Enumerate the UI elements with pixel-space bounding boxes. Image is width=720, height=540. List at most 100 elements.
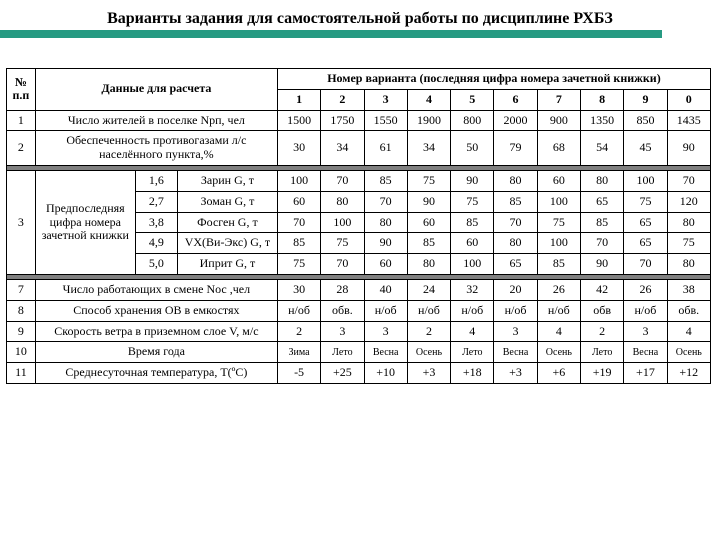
- variant-7: 7: [537, 89, 580, 110]
- cell: 100: [537, 233, 580, 254]
- cell: 34: [407, 131, 450, 166]
- agent: Фосген G, т: [177, 212, 277, 233]
- cell: 85: [407, 233, 450, 254]
- cell: н/об: [624, 300, 667, 321]
- row-num: 8: [7, 300, 36, 321]
- variant-5: 5: [451, 89, 494, 110]
- cell: 2000: [494, 110, 537, 131]
- cell: 68: [537, 131, 580, 166]
- variant-3: 3: [364, 89, 407, 110]
- cell: 61: [364, 131, 407, 166]
- cell: 45: [624, 131, 667, 166]
- agent: VX(Ви-Экс) G, т: [177, 233, 277, 254]
- agent: Иприт G, т: [177, 254, 277, 275]
- cell: 3: [494, 321, 537, 342]
- cell: 3: [321, 321, 364, 342]
- cell: Зима: [277, 342, 320, 363]
- cell: 30: [277, 131, 320, 166]
- cell: 3: [364, 321, 407, 342]
- cell: 79: [494, 131, 537, 166]
- cell: Весна: [494, 342, 537, 363]
- cell: 80: [494, 170, 537, 191]
- cell: 3: [624, 321, 667, 342]
- cell: 26: [624, 279, 667, 300]
- cell: 30: [277, 279, 320, 300]
- cell: +18: [451, 363, 494, 384]
- cell: 32: [451, 279, 494, 300]
- cell: 80: [494, 233, 537, 254]
- cell: 42: [581, 279, 624, 300]
- header-row-1: № п.п Данные для расчета Номер варианта …: [7, 69, 711, 90]
- cell: 2: [407, 321, 450, 342]
- cell: н/об: [407, 300, 450, 321]
- cell: 24: [407, 279, 450, 300]
- cell: 4: [537, 321, 580, 342]
- cell: 80: [667, 254, 710, 275]
- cell: 20: [494, 279, 537, 300]
- cell: Лето: [451, 342, 494, 363]
- cell: 65: [581, 191, 624, 212]
- cell: 100: [321, 212, 364, 233]
- page-title: Варианты задания для самостоятельной раб…: [0, 0, 720, 30]
- cell: 85: [364, 170, 407, 191]
- col-npp: № п.п: [7, 69, 36, 111]
- cell: 80: [321, 191, 364, 212]
- cell: 54: [581, 131, 624, 166]
- cell: 70: [277, 212, 320, 233]
- table-row: 9 Скорость ветра в приземном слое V, м/с…: [7, 321, 711, 342]
- agent: Зоман G, т: [177, 191, 277, 212]
- cell: 75: [321, 233, 364, 254]
- cell: +17: [624, 363, 667, 384]
- variant-2: 2: [321, 89, 364, 110]
- cell: н/об: [364, 300, 407, 321]
- cell: +6: [537, 363, 580, 384]
- cell: 80: [667, 212, 710, 233]
- cell: 4: [451, 321, 494, 342]
- cell: Лето: [581, 342, 624, 363]
- cell: 70: [581, 233, 624, 254]
- cell: Осень: [537, 342, 580, 363]
- cell: обв: [581, 300, 624, 321]
- cell: 60: [451, 233, 494, 254]
- col-variant: Номер варианта (последняя цифра номера з…: [277, 69, 710, 90]
- cell: 40: [364, 279, 407, 300]
- row-label: Способ хранения ОВ в емкостях: [35, 300, 277, 321]
- digit: 4,9: [135, 233, 177, 254]
- cell: обв.: [667, 300, 710, 321]
- cell: 70: [494, 212, 537, 233]
- digit: 1,6: [135, 170, 177, 191]
- cell: обв.: [321, 300, 364, 321]
- cell: н/об: [494, 300, 537, 321]
- cell: +3: [407, 363, 450, 384]
- cell: Весна: [364, 342, 407, 363]
- cell: 100: [451, 254, 494, 275]
- row-num: 11: [7, 363, 36, 384]
- cell: 75: [667, 233, 710, 254]
- cell: 1435: [667, 110, 710, 131]
- digit: 3,8: [135, 212, 177, 233]
- cell: 80: [581, 170, 624, 191]
- cell: 850: [624, 110, 667, 131]
- cell: 100: [277, 170, 320, 191]
- cell: 1550: [364, 110, 407, 131]
- row-label: Число работающих в смене Nос ,чел: [35, 279, 277, 300]
- cell: 70: [321, 170, 364, 191]
- cell: 60: [537, 170, 580, 191]
- cell: 1500: [277, 110, 320, 131]
- cell: н/об: [277, 300, 320, 321]
- cell: +25: [321, 363, 364, 384]
- cell: Осень: [667, 342, 710, 363]
- digit: 2,7: [135, 191, 177, 212]
- row-num: 10: [7, 342, 36, 363]
- cell: 60: [277, 191, 320, 212]
- cell: 1900: [407, 110, 450, 131]
- row-side-label: Предпоследняя цифра номера зачетной книж…: [35, 170, 135, 274]
- table-row: 11 Среднесуточная температура, Т(ºС) -5+…: [7, 363, 711, 384]
- cell: 38: [667, 279, 710, 300]
- cell: +3: [494, 363, 537, 384]
- row-label: Скорость ветра в приземном слое V, м/с: [35, 321, 277, 342]
- cell: Лето: [321, 342, 364, 363]
- decor-banner: [0, 30, 662, 38]
- cell: 100: [537, 191, 580, 212]
- cell: +12: [667, 363, 710, 384]
